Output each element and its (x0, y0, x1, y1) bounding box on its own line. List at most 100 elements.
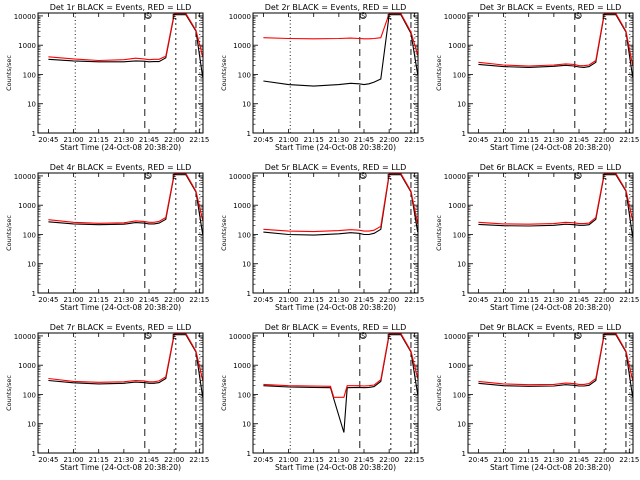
plot-frame (252, 332, 419, 454)
start-marker-label: S (576, 333, 580, 340)
x-tick-label: 21:45 (354, 136, 374, 144)
x-axis-label: Start Time (24-Oct-08 20:38:20) (275, 143, 396, 152)
y-tick-label: 1 (462, 290, 466, 298)
x-tick-label: 22:15 (404, 296, 424, 304)
end-marker-label: E (172, 333, 176, 341)
x-tick-label: 22:15 (619, 136, 639, 144)
x-tick-label: 20:45 (253, 136, 273, 144)
end-marker-label: E (387, 173, 391, 181)
x-tick-label: 21:00 (63, 296, 83, 304)
x-tick-label: 21:00 (278, 296, 298, 304)
y-tick-label: 10 (27, 101, 36, 109)
x-tick-label: 21:45 (569, 456, 589, 464)
x-tick-label: 21:00 (278, 456, 298, 464)
y-axis-label: Counts/sec (5, 215, 13, 251)
x-tick-label: 21:15 (519, 296, 539, 304)
y-tick-label: 100 (23, 231, 36, 239)
end-marker-label: E (172, 173, 176, 181)
detector-panel-1: Det 1r BLACK = Events, RED = LLD Counts/s… (5, 3, 209, 152)
series-line-red (48, 333, 203, 383)
y-tick-label: 1000 (18, 42, 36, 50)
series-line-black (478, 334, 633, 398)
series-line-black (263, 14, 418, 87)
series-line-black (263, 334, 418, 433)
detector-panel-8: Det 8r BLACK = Events, RED = LLD Counts/s… (220, 323, 424, 472)
x-tick-label: 21:30 (544, 296, 564, 304)
y-tick-label: 1000 (18, 202, 36, 210)
x-tick-label: 21:00 (278, 136, 298, 144)
end-marker-label: E (172, 13, 176, 21)
y-tick-label: 1000 (448, 362, 466, 370)
y-tick-label: 10 (27, 421, 36, 429)
y-tick-label: 10000 (14, 333, 36, 341)
detector-panel-6: Det 6r BLACK = Events, RED = LLD Counts/s… (435, 163, 639, 312)
x-tick-label: 22:15 (404, 456, 424, 464)
x-tick-label: 20:45 (38, 296, 58, 304)
series-line-red (263, 173, 418, 233)
detector-panel-5: Det 5r BLACK = Events, RED = LLD Counts/s… (220, 163, 424, 312)
x-tick-label: 20:45 (468, 136, 488, 144)
y-tick-label: 10 (27, 261, 36, 269)
x-tick-label: 22:00 (379, 296, 399, 304)
start-marker-label: S (361, 333, 365, 340)
panel-title: Det 2r BLACK = Events, RED = LLD (265, 3, 407, 12)
x-tick-label: 21:45 (139, 296, 159, 304)
x-tick-label: 21:45 (139, 136, 159, 144)
series-line-black (48, 14, 203, 78)
end-marker-label: E (602, 333, 606, 341)
x-axis-label: Start Time (24-Oct-08 20:38:20) (275, 463, 396, 472)
x-tick-label: 21:30 (114, 456, 134, 464)
panel-title: Det 7r BLACK = Events, RED = LLD (50, 323, 192, 332)
x-tick-label: 20:45 (38, 456, 58, 464)
x-tick-label: 21:15 (89, 296, 109, 304)
y-tick-label: 10 (242, 421, 251, 429)
panel-title: Det 5r BLACK = Events, RED = LLD (265, 163, 407, 172)
x-tick-label: 21:45 (139, 456, 159, 464)
x-axis-label: Start Time (24-Oct-08 20:38:20) (490, 303, 611, 312)
series-line-red (48, 13, 203, 62)
x-tick-label: 22:00 (164, 136, 184, 144)
end-marker-label: E (387, 13, 391, 21)
panel-title: Det 1r BLACK = Events, RED = LLD (50, 3, 192, 12)
panel-title: Det 6r BLACK = Events, RED = LLD (480, 163, 622, 172)
x-tick-label: 22:15 (189, 296, 209, 304)
x-tick-label: 22:00 (594, 296, 614, 304)
x-tick-label: 22:00 (164, 456, 184, 464)
y-tick-label: 1 (247, 290, 251, 298)
x-tick-label: 20:45 (253, 456, 273, 464)
x-axis-label: Start Time (24-Oct-08 20:38:20) (490, 463, 611, 472)
y-axis-label: Counts/sec (220, 215, 228, 251)
y-tick-label: 100 (23, 71, 36, 79)
series-line-black (263, 174, 418, 236)
x-axis-label: Start Time (24-Oct-08 20:38:20) (60, 303, 181, 312)
x-tick-label: 22:00 (379, 456, 399, 464)
x-tick-label: 21:15 (89, 136, 109, 144)
x-tick-label: 22:15 (404, 136, 424, 144)
y-axis-label: Counts/sec (435, 375, 443, 411)
x-tick-label: 21:30 (114, 136, 134, 144)
x-tick-label: 22:00 (164, 296, 184, 304)
y-tick-label: 10000 (229, 173, 251, 181)
series-line-red (478, 13, 633, 67)
y-tick-label: 100 (453, 71, 466, 79)
start-marker-label: S (146, 173, 150, 180)
x-axis-label: Start Time (24-Oct-08 20:38:20) (60, 463, 181, 472)
series-line-black (48, 334, 203, 398)
y-tick-label: 10 (242, 101, 251, 109)
y-tick-label: 1 (32, 290, 36, 298)
start-marker-label: S (576, 13, 580, 20)
series-line-black (478, 174, 633, 238)
x-tick-label: 21:45 (569, 296, 589, 304)
y-tick-label: 1 (32, 130, 36, 138)
x-tick-label: 21:45 (354, 456, 374, 464)
detector-panel-3: Det 3r BLACK = Events, RED = LLD Counts/s… (435, 3, 639, 152)
x-tick-label: 22:15 (619, 456, 639, 464)
y-axis-label: Counts/sec (220, 375, 228, 411)
y-tick-label: 1 (247, 450, 251, 458)
detector-panel-7: Det 7r BLACK = Events, RED = LLD Counts/s… (5, 323, 209, 472)
y-tick-label: 1000 (18, 362, 36, 370)
x-tick-label: 20:45 (38, 136, 58, 144)
y-tick-label: 10 (457, 261, 466, 269)
x-tick-label: 20:45 (253, 296, 273, 304)
